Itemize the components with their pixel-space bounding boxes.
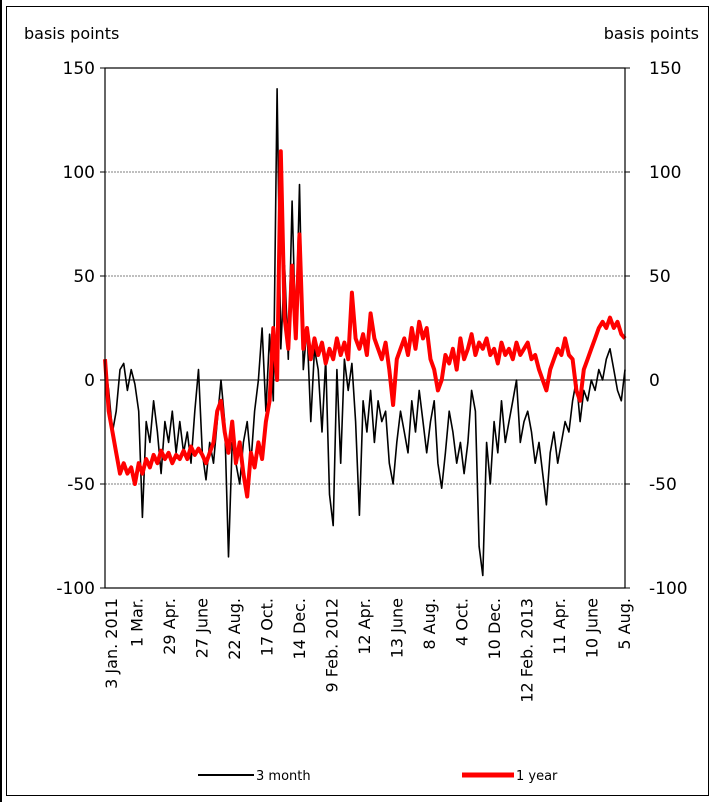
x-tick-label: 14 Dec. (290, 598, 309, 660)
y-ticks-left: 150 100 50 0 -50 -100 (56, 59, 105, 599)
y-tick-label-right: -50 (649, 475, 677, 495)
y-axis-label-right: basis points (604, 24, 699, 43)
y-axis-label-left: basis points (24, 24, 119, 43)
plot-area-border (104, 67, 626, 589)
legend: 3 month 1 year (198, 769, 558, 784)
x-tick-label: 17 Oct. (258, 598, 277, 656)
x-tick-label: 8 Aug. (420, 598, 439, 650)
x-tick-label: 12 Apr. (355, 598, 374, 655)
y-tick-label-left: 100 (63, 163, 95, 183)
x-tick-label: 29 Apr. (160, 598, 179, 655)
chart-frame (6, 6, 709, 796)
y-tick-label-right: -100 (649, 579, 688, 599)
y-tick-label-right: 50 (649, 267, 671, 287)
x-tick-label: 10 Dec. (485, 598, 504, 660)
x-ticks: 3 Jan. 2011 1 Mar. 29 Apr. 27 June 22 Aug. 17… (102, 598, 634, 703)
x-tick-label: 3 Jan. 2011 (102, 598, 121, 689)
x-tick-label: 5 Aug. (615, 598, 634, 650)
x-tick-label: 22 Aug. (225, 598, 244, 660)
series-line-3-month (104, 88, 626, 577)
x-tick-label: 1 Mar. (128, 598, 147, 647)
x-tick-label: 11 Apr. (550, 598, 569, 655)
x-tick-label: 4 Oct. (453, 598, 472, 646)
y-tick-label-left: 150 (63, 59, 95, 79)
series-line-1-year (103, 149, 627, 499)
y-tick-label-left: 50 (73, 267, 95, 287)
legend-label: 3 month (256, 769, 311, 784)
left-edge-bar (0, 0, 2, 802)
y-tick-label-left: -50 (67, 475, 95, 495)
y-tick-label-right: 150 (649, 59, 681, 79)
y-ticks-right: 150 100 50 0 -50 -100 (625, 59, 688, 599)
legend-label: 1 year (516, 769, 558, 784)
series-lines (103, 88, 627, 577)
y-tick-label-right: 0 (649, 371, 660, 391)
x-tick-label: 12 Feb. 2013 (518, 598, 537, 703)
x-tick-label: 9 Feb. 2012 (323, 598, 342, 692)
x-tick-label: 10 June (583, 598, 602, 658)
x-tick-label: 13 June (388, 598, 407, 658)
gridlines (105, 171, 625, 485)
y-tick-label-left: -100 (56, 579, 95, 599)
y-tick-label-right: 100 (649, 163, 681, 183)
y-tick-label-left: 0 (84, 371, 95, 391)
x-tick-label: 27 June (193, 598, 212, 658)
